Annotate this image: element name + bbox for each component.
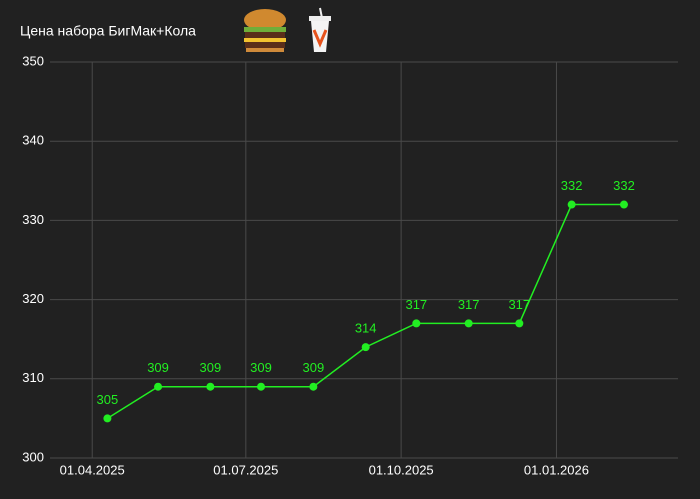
- point: [464, 319, 473, 328]
- data-label: 309: [200, 360, 222, 375]
- data-label: 309: [147, 360, 169, 375]
- data-label: 317: [458, 297, 480, 312]
- data-label: 332: [561, 178, 583, 193]
- burger-icon: [244, 9, 286, 52]
- x-tick-label: 01.10.2025: [369, 462, 434, 477]
- cola-icon: [309, 7, 331, 52]
- point: [619, 200, 628, 209]
- y-tick-label: 340: [22, 133, 44, 148]
- data-label: 305: [97, 392, 119, 407]
- point: [103, 414, 112, 423]
- point: [257, 382, 266, 391]
- data-label: 317: [508, 297, 530, 312]
- data-label: 314: [355, 321, 377, 336]
- point: [567, 200, 576, 209]
- point: [309, 382, 318, 391]
- x-tick-label: 01.07.2025: [213, 462, 278, 477]
- data-label: 332: [613, 178, 635, 193]
- x-tick-label: 01.01.2026: [524, 462, 589, 477]
- point: [515, 319, 524, 328]
- y-tick-label: 320: [22, 291, 44, 306]
- y-tick-label: 330: [22, 212, 44, 227]
- y-tick-label: 350: [22, 53, 44, 68]
- y-tick-label: 300: [22, 449, 44, 464]
- x-tick-label: 01.04.2025: [60, 462, 125, 477]
- data-label: 309: [303, 360, 325, 375]
- chart-title: Цена набора БигМак+Кола: [20, 23, 196, 39]
- data-label: 309: [250, 360, 272, 375]
- point: [412, 319, 421, 328]
- data-label: 317: [405, 297, 427, 312]
- point: [206, 382, 215, 391]
- point: [361, 343, 370, 352]
- point: [154, 382, 163, 391]
- y-tick-label: 310: [22, 370, 44, 385]
